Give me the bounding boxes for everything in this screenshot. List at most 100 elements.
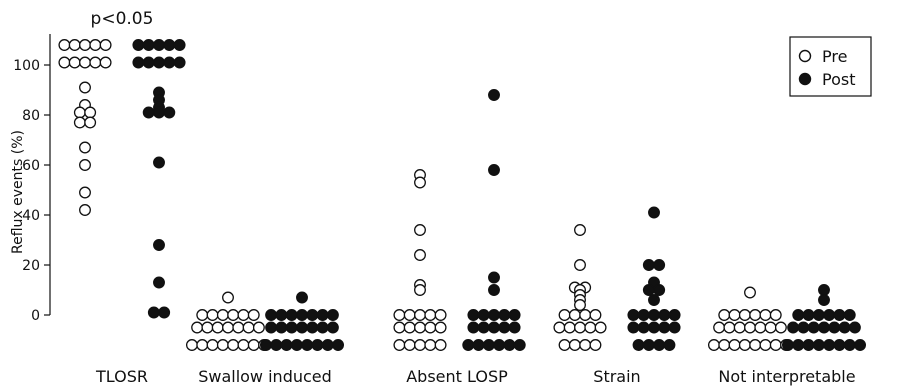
pre-data-point [594, 321, 607, 334]
post-data-point [823, 309, 836, 321]
pre-data-point [563, 321, 576, 334]
y-tick-label: 20 [22, 258, 40, 274]
post-data-point [648, 206, 660, 219]
post-data-point [316, 309, 329, 321]
post-data-point [306, 309, 319, 321]
post-data-point [668, 309, 681, 321]
pre-data-point [713, 321, 726, 334]
post-data-point [488, 271, 500, 284]
post-data-point [321, 339, 334, 351]
pre-data-point [414, 339, 426, 351]
pre-data-point [211, 321, 224, 334]
post-data-point [285, 321, 298, 334]
post-data-point [472, 339, 485, 351]
post-data-point [642, 284, 655, 296]
legend: Pre Post [789, 36, 872, 97]
x-category-label: Absent LOSP [406, 367, 508, 386]
pre-data-point [414, 309, 426, 321]
post-data-point [797, 321, 810, 334]
pre-data-point [79, 81, 91, 94]
pre-data-point [58, 39, 71, 51]
pre-data-point [414, 176, 426, 189]
pre-data-point [247, 309, 260, 321]
post-data-point [663, 339, 676, 351]
post-data-point [477, 321, 490, 334]
post-data-point [301, 339, 314, 351]
pre-data-point [424, 321, 437, 334]
pre-data-point [206, 309, 219, 321]
post-data-point [326, 321, 339, 334]
significance-annotation: p<0.05 [91, 9, 154, 29]
pre-data-point [79, 204, 91, 216]
x-category-label: Not interpretable [718, 367, 855, 386]
pre-data-point [227, 309, 240, 321]
post-data-point [848, 321, 861, 334]
post-data-point [668, 321, 681, 334]
post-data-point [296, 309, 308, 321]
post-data-point [477, 309, 490, 321]
pre-data-point [718, 339, 731, 351]
pre-data-point [414, 284, 426, 296]
pre-data-point [553, 321, 566, 334]
x-category-label: Swallow induced [198, 367, 332, 386]
post-data-point [173, 39, 186, 51]
pre-data-point [68, 39, 81, 51]
post-data-point [632, 339, 645, 351]
post-data-point [498, 321, 511, 334]
pre-data-point [574, 259, 586, 271]
pre-data-point [728, 309, 741, 321]
pre-data-point [754, 321, 767, 334]
post-data-point [280, 339, 293, 351]
pre-data-point [89, 39, 102, 51]
post-data-point [653, 259, 666, 271]
pre-data-point [579, 309, 592, 321]
post-data-point [642, 339, 655, 351]
post-data-point [142, 56, 155, 69]
post-data-point [158, 306, 171, 319]
post-data-point [792, 309, 805, 321]
post-data-point [467, 309, 480, 321]
post-data-point [648, 294, 660, 306]
pre-data-point [196, 339, 209, 351]
post-data-point [326, 309, 339, 321]
post-data-point [142, 106, 155, 119]
pre-data-point [723, 321, 736, 334]
post-data-point [173, 56, 186, 69]
pre-data-point [749, 309, 762, 321]
pre-data-point [393, 321, 406, 334]
post-data-point [275, 309, 288, 321]
pre-data-point [79, 39, 91, 51]
y-tick-label: 0 [31, 308, 40, 324]
post-data-point [792, 339, 805, 351]
pre-data-point [728, 339, 741, 351]
pre-data-point [584, 321, 597, 334]
post-data-point [153, 239, 165, 251]
post-data-point [163, 106, 176, 119]
pre-data-point [434, 339, 447, 351]
pre-data-point [403, 309, 416, 321]
pre-data-point [738, 309, 751, 321]
category-labels: TLOSR Swallow induced Absent LOSP Strain Not… [95, 367, 856, 386]
pre-data-point [393, 339, 406, 351]
y-ticks: 0 20 40 60 80 100 [13, 58, 50, 324]
post-data-point [508, 309, 521, 321]
pre-data-point [99, 56, 112, 69]
post-data-point [316, 321, 329, 334]
pre-data-point [237, 309, 250, 321]
pre-data-point [206, 339, 219, 351]
pre-data-point [222, 291, 234, 304]
x-category-label: TLOSR [95, 367, 148, 386]
post-data-point [843, 309, 856, 321]
post-data-point [637, 321, 650, 334]
post-data-point [653, 284, 666, 296]
y-tick-label: 60 [22, 158, 40, 174]
pre-data-point [89, 56, 102, 69]
pre-data-point [574, 224, 586, 236]
pre-data-point [247, 339, 260, 351]
pre-data-point [232, 321, 245, 334]
pre-data-point [237, 339, 250, 351]
pre-data-point [769, 339, 782, 351]
y-tick-label: 80 [22, 108, 40, 124]
pre-data-point [84, 106, 97, 119]
